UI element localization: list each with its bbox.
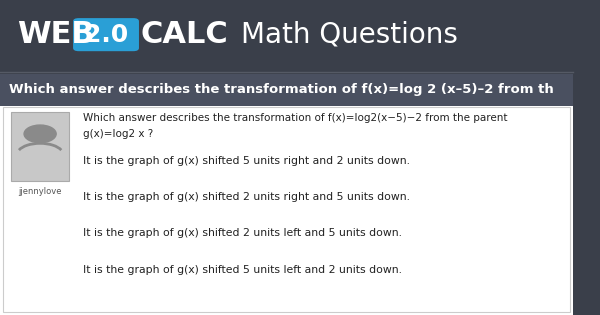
FancyBboxPatch shape	[73, 18, 139, 51]
Text: jjennylove: jjennylove	[19, 187, 62, 197]
FancyBboxPatch shape	[0, 74, 573, 106]
Text: 2.0: 2.0	[84, 23, 128, 47]
Circle shape	[24, 125, 56, 143]
FancyBboxPatch shape	[11, 112, 69, 181]
Text: Which answer describes the transformation of f(x)=log 2 (x–5)–2 from th: Which answer describes the transformatio…	[8, 83, 553, 96]
Text: It is the graph of g(x) shifted 5 units left and 2 units down.: It is the graph of g(x) shifted 5 units …	[83, 265, 402, 275]
Text: It is the graph of g(x) shifted 2 units left and 5 units down.: It is the graph of g(x) shifted 2 units …	[83, 228, 402, 238]
Text: WEB: WEB	[17, 20, 95, 49]
Text: It is the graph of g(x) shifted 2 units right and 5 units down.: It is the graph of g(x) shifted 2 units …	[83, 192, 410, 202]
Text: CALC: CALC	[140, 20, 228, 49]
Text: It is the graph of g(x) shifted 5 units right and 2 units down.: It is the graph of g(x) shifted 5 units …	[83, 156, 410, 166]
FancyBboxPatch shape	[0, 0, 573, 69]
Text: Math Questions: Math Questions	[241, 21, 458, 49]
Text: g(x)=log2 x ?: g(x)=log2 x ?	[83, 129, 154, 139]
Text: Which answer describes the transformation of f(x)=log2(x−5)−2 from the parent: Which answer describes the transformatio…	[83, 113, 508, 123]
FancyBboxPatch shape	[0, 106, 573, 315]
